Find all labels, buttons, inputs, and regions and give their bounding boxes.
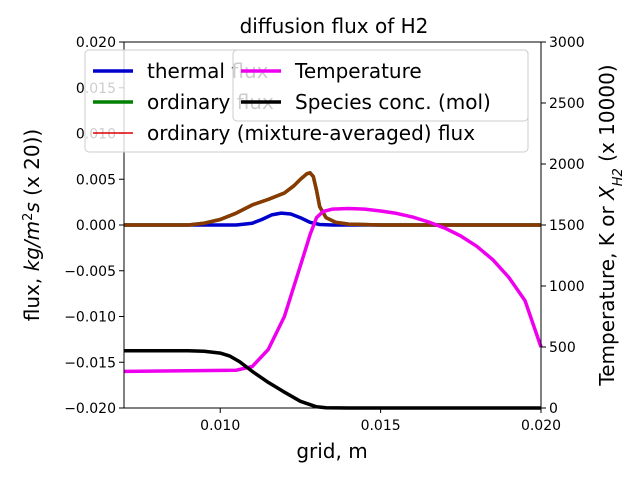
left-series-layer (124, 171, 541, 227)
series-line-ordinary-overlap (124, 171, 541, 227)
y-left-label-part-3: s (20, 202, 44, 212)
legend-label-species-conc-mol: Species conc. (mol) (295, 90, 491, 114)
y-right-label-part-1: X (595, 185, 619, 201)
y-left-label-part-0: flux, (20, 271, 44, 321)
y-right-tick-label: 0 (549, 401, 558, 417)
x-tick-label: 0.020 (521, 418, 561, 434)
x-tick-label: 0.010 (200, 418, 240, 434)
x-axis: 0.010 0.015 0.020 (200, 408, 561, 434)
y-axis-right: 0 500 1000 1500 2000 2500 3000 (541, 35, 585, 417)
y-right-tick-label: 2500 (549, 96, 585, 112)
y-left-label-part-1: kg/m (20, 221, 44, 272)
legend-label-ordinary-mixture-averaged-flux: ordinary (mixture-averaged) flux (147, 121, 475, 145)
y-left-tick-label: −0.015 (64, 355, 116, 371)
legend-right: Temperature Species conc. (mol) (232, 49, 529, 122)
y-axis-left-label: flux, kg/m2s (x 20)) (20, 129, 44, 321)
x-tick-label: 0.015 (361, 418, 401, 434)
y-right-tick-label: 500 (549, 340, 576, 356)
series-line-temperature (123, 206, 543, 374)
chart-title: diffusion flux of H2 (240, 14, 429, 38)
y-left-tick-label: −0.005 (64, 264, 116, 280)
y-right-tick-label: 1000 (549, 279, 585, 295)
y-left-tick-label: −0.020 (64, 401, 116, 417)
y-axis-right-label: Temperature, K or XH2 (x 10000) (595, 64, 626, 386)
x-axis-label: grid, m (296, 439, 367, 463)
y-left-tick-label: 0.005 (76, 172, 116, 188)
y-right-label-part-3: (x 10000) (595, 64, 619, 168)
y-right-tick-label: 3000 (549, 35, 585, 51)
y-left-tick-label: 0.020 (76, 35, 116, 51)
y-left-tick-label: −0.010 (64, 310, 116, 326)
y-right-label-part-2: H2 (611, 168, 626, 186)
y-right-tick-label: 1500 (549, 218, 585, 234)
y-right-label-part-0: Temperature, K or (595, 200, 619, 387)
legend-label-temperature: Temperature (294, 59, 422, 83)
legend-box (232, 49, 529, 122)
y-left-tick-label: 0.000 (76, 218, 116, 234)
y-left-label-part-4: (x 20)) (20, 129, 44, 202)
y-left-label-part-2: 2 (21, 213, 36, 221)
y-right-tick-label: 2000 (549, 157, 585, 173)
series-line-thermal-flux (124, 211, 541, 227)
